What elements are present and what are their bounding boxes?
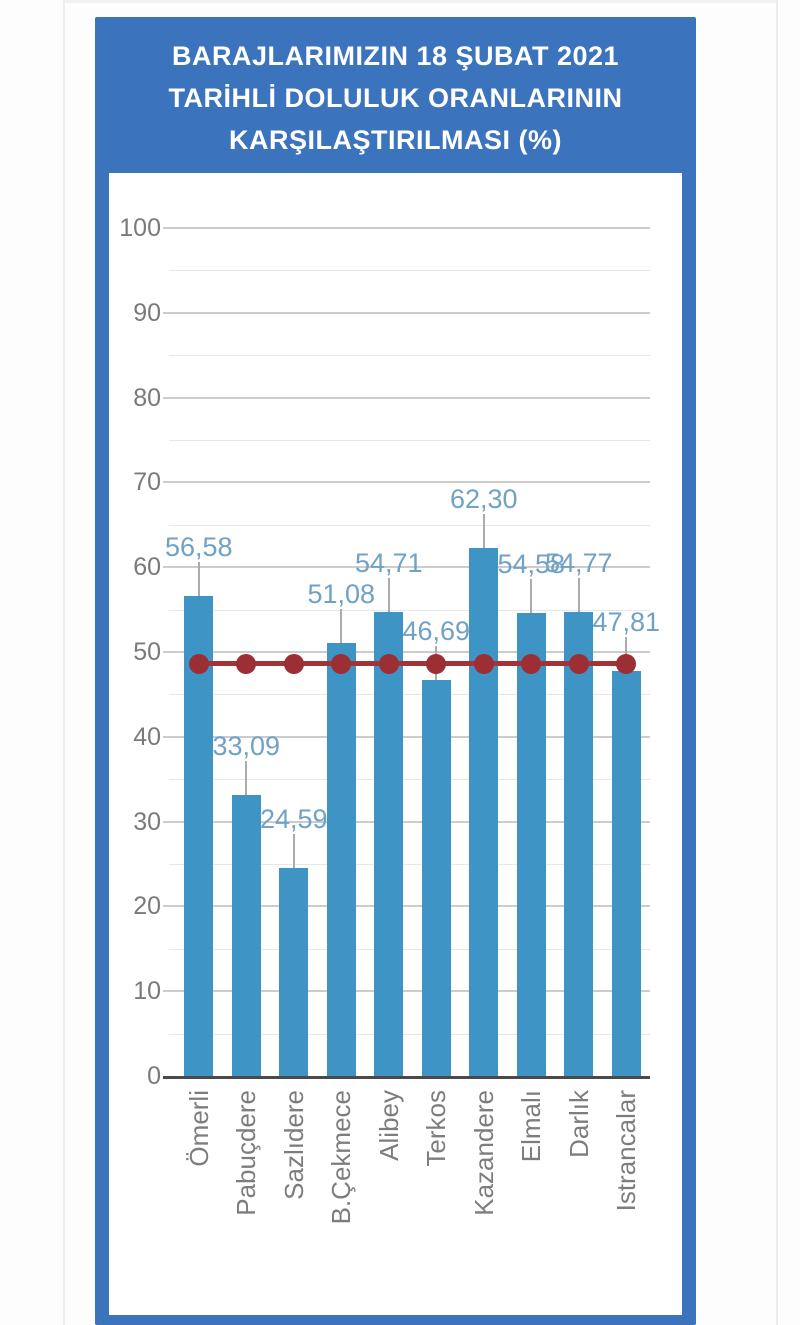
x-axis-label: Elmalı [516,1090,547,1163]
gridline-major [163,227,650,229]
y-axis-label: 60 [133,553,161,582]
average-line-marker [283,653,304,674]
gridline-major [163,820,650,823]
bar-value-label: 24,59 [260,803,328,834]
bar [611,670,641,1076]
average-line-marker [378,653,399,674]
average-line-marker [331,653,352,674]
value-leader-line [197,562,200,597]
bar [421,680,451,1076]
gridline-major [163,566,650,569]
value-leader-line [625,636,628,671]
x-axis-label: Alibey [373,1090,404,1161]
bar-value-label: 47,81 [592,606,661,637]
x-axis-label: Pabuçdere [231,1090,262,1216]
gridline-minor [169,779,650,781]
average-line-marker [521,653,542,674]
title-line-1: BARAJLARIMIZIN 18 ŞUBAT 2021 [171,41,620,71]
gridline-major [163,396,650,399]
average-line [194,661,631,667]
x-axis-label: B.Çekmece [326,1090,357,1225]
bar [469,547,499,1076]
y-axis-label: 20 [133,892,161,921]
y-axis-label: 50 [133,638,161,666]
x-axis-label: Istrancalar [611,1090,642,1212]
y-axis-label: 40 [133,722,161,751]
x-axis-label: Ömerli [183,1090,214,1167]
y-axis-label: 100 [119,214,161,242]
bar-value-label: 56,58 [165,532,233,563]
gridline-minor [169,355,650,357]
value-leader-line [340,608,343,643]
bar [184,596,214,1076]
average-line-marker [236,653,257,674]
gridline-minor [169,440,650,441]
bar-value-label: 33,09 [212,731,281,762]
gridline-minor [169,609,650,611]
average-line-marker [568,653,589,674]
y-axis-label: 80 [133,383,161,412]
gridline-minor [169,1033,650,1035]
bar-value-label: 62,30 [450,483,518,514]
gridline-major [163,735,650,738]
average-line-marker [616,653,637,674]
value-leader-line [387,578,390,613]
value-leader-line [245,761,248,796]
y-axis-label: 90 [133,298,161,327]
bar [374,612,404,1076]
gridline-minor [169,948,650,950]
gridline-major [163,481,650,484]
bar-value-label: 54,58 [497,549,566,580]
gridline-minor [169,694,650,696]
bar [326,642,356,1076]
average-line-marker [473,653,494,674]
x-axis-label: Kazandere [468,1090,499,1216]
average-line-marker [188,653,209,674]
value-leader-line [577,577,580,612]
y-axis-label: 70 [133,468,161,497]
bar [516,613,546,1076]
bar-value-label: 46,69 [402,616,471,647]
bar-value-label: 51,08 [307,578,376,609]
title-line-2: TARİHLİ DOLULUK ORANLARININ [168,83,623,113]
bar [231,795,261,1076]
gridline-major [163,651,650,653]
chart-panel: 0 10 20 30 40 50 60 70 80 90 100 56,58 33,09 24,59 51,… [109,173,682,1315]
value-leader-line [530,579,533,614]
y-axis-label: 10 [133,977,161,1006]
gridline-minor [169,524,650,526]
value-leader-line [292,833,295,868]
page-edge-top [63,0,778,3]
bar [279,867,309,1076]
gridline-major [163,990,650,993]
average-line-marker [426,653,447,674]
chart-card: BARAJLARIMIZIN 18 ŞUBAT 2021 TARİHLİ DOL… [95,17,696,1325]
x-axis-label: Darlık [563,1090,594,1158]
page-edge-line-left [63,0,65,1325]
bar-value-label: 54,71 [355,548,423,579]
x-axis-label: Terkos [421,1090,452,1167]
chart-title: BARAJLARIMIZIN 18 ŞUBAT 2021 TARİHLİ DOL… [95,17,696,173]
page-edge-line-right [776,0,778,1325]
x-axis-label: Sazlıdere [278,1090,309,1200]
gridline-major [163,311,650,314]
gridline-minor [169,270,650,272]
bar [564,611,594,1076]
y-axis-label: 30 [133,807,161,836]
gridline-minor [169,864,650,865]
x-axis-baseline [163,1076,650,1079]
bar-value-label: 54,77 [545,547,613,578]
value-leader-line [482,513,485,548]
gridline-major [163,905,650,908]
y-axis-label: 0 [147,1062,161,1090]
title-line-3: KARŞILAŞTIRILMASI (%) [229,125,562,155]
